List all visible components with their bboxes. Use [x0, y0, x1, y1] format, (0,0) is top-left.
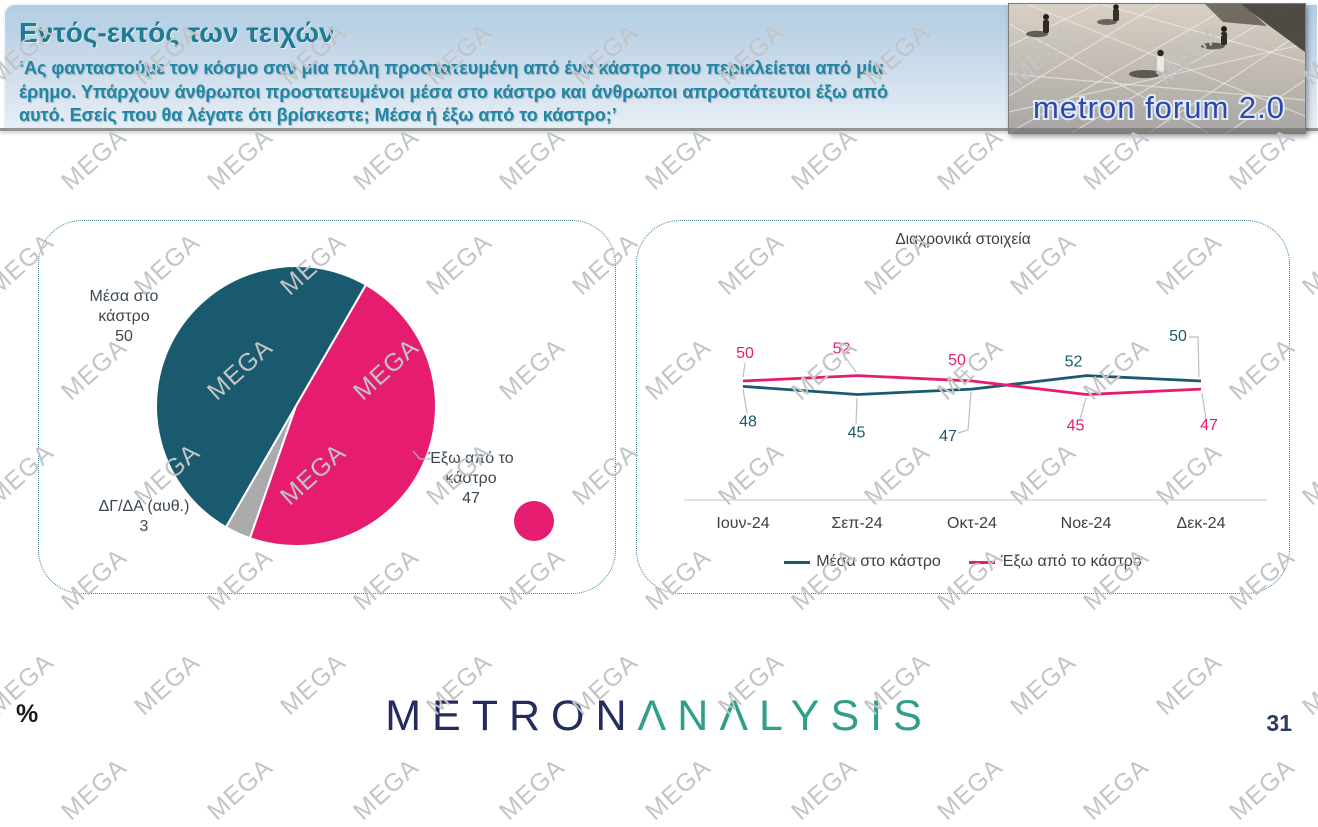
mega-watermark: MEGA	[202, 123, 279, 196]
mega-watermark: MEGA	[1297, 228, 1318, 301]
legend-item-mesa: Μέσα στο κάστρο	[784, 553, 941, 571]
metron-analysis-logo: METRONΛNΛLYSIS	[0, 692, 1318, 741]
pie-label-mesa: Μέσα στο κάστρο 50	[69, 287, 179, 347]
data-label-leader-line	[1201, 392, 1207, 420]
data-label-leader-line	[742, 362, 746, 378]
percent-note: %	[16, 700, 39, 728]
data-label: 50	[1169, 328, 1187, 345]
data-label-leader-line	[1079, 397, 1087, 420]
mega-watermark: MEGA	[1078, 753, 1155, 826]
data-label-leader-line	[960, 369, 971, 379]
data-label: 48	[739, 413, 757, 430]
series-line-0	[742, 374, 1202, 396]
data-label-leader-line	[957, 391, 972, 434]
line-chart-title: Διαχρονικά στοιχεία	[895, 231, 1031, 248]
line-chart: 48 45 47 52 50 50 52 50 45 47	[684, 328, 1267, 501]
pedestrian-figures	[1026, 4, 1274, 105]
pie-label-mesa-text: Μέσα στο κάστρο	[89, 288, 159, 325]
legend-label-exo: Έξω από το κάστρο	[1000, 553, 1142, 570]
data-label: 45	[848, 425, 866, 442]
mega-watermark: MEGA	[1297, 438, 1318, 511]
mega-watermark: MEGA	[56, 123, 133, 196]
data-label: 45	[1067, 418, 1085, 435]
mega-watermark: MEGA	[202, 753, 279, 826]
data-label-leader-line	[1189, 336, 1200, 378]
mega-watermark: MEGA	[640, 123, 717, 196]
metron-forum-logo-text: metron forum 2.0	[1033, 90, 1285, 125]
mega-watermark: MEGA	[1224, 753, 1301, 826]
mega-watermark: MEGA	[348, 753, 425, 826]
data-label-leader-line	[742, 388, 748, 414]
plaza-photo-illustration: metron forum 2.0	[1009, 4, 1305, 133]
pie-label-dgda-text: ΔΓ/ΔΑ (αυθ.)	[98, 498, 190, 515]
x-tick-jun24: Ιουν-24	[716, 515, 770, 532]
data-label: 52	[833, 341, 851, 358]
data-label: 50	[736, 345, 754, 362]
mega-watermark: MEGA	[640, 753, 717, 826]
logo-analysis: ΛNΛLYSIS	[637, 692, 933, 740]
chart-legend: Μέσα στο κάστρο Έξω από το κάστρο	[637, 553, 1289, 571]
data-label: 47	[939, 428, 957, 445]
legend-label-mesa: Μέσα στο κάστρο	[816, 553, 941, 570]
mega-watermark: MEGA	[348, 123, 425, 196]
page-number: 31	[1266, 710, 1292, 736]
pie-slice-0	[248, 283, 437, 547]
line-chart-panel: Διαχρονικά στοιχεία 48 45 47 52 50 50 52 50 45 47…	[636, 220, 1290, 594]
header-divider	[0, 128, 1318, 131]
x-tick-okt24: Οκτ-24	[947, 515, 997, 532]
mega-watermark: MEGA	[1224, 123, 1301, 196]
logo-metron: METRON	[385, 692, 638, 740]
data-label: 47	[1200, 417, 1218, 434]
data-label-leader-line	[855, 397, 858, 425]
x-tick-dek24: Δεκ-24	[1176, 515, 1226, 532]
metron-forum-logo-image: metron forum 2.0	[1008, 3, 1306, 134]
pie-chart-panel: Μέσα στο κάστρο 50 ΔΓ/ΔΑ (αυθ.) 3 Έξω απ…	[38, 220, 616, 594]
dark-paving-triangle	[1241, 4, 1305, 52]
mega-watermark: MEGA	[786, 753, 863, 826]
data-label: 50	[948, 352, 966, 369]
mega-watermark: MEGA	[932, 753, 1009, 826]
mega-watermark: MEGA	[786, 123, 863, 196]
pie-label-leader-line	[412, 450, 431, 460]
question-line-3: αυτό. Εσείς που θα λέγατε ότι βρίσκεστε;…	[19, 105, 617, 125]
dark-paving-triangle-2	[1205, 4, 1267, 26]
mega-watermark: MEGA	[494, 123, 571, 196]
pie-label-dgda: ΔΓ/ΔΑ (αυθ.) 3	[84, 497, 204, 537]
question-line-2: έρημο. Υπάρχουν άνθρωποι προστατευμένοι …	[19, 81, 888, 102]
mega-watermark: MEGA	[1078, 123, 1155, 196]
pie-label-dgda-value: 3	[139, 518, 149, 535]
legend-swatch-exo	[968, 560, 995, 564]
page-title: Εντός-εκτός των τειχών	[19, 17, 335, 48]
pie-label-mesa-value: 50	[115, 328, 133, 345]
x-tick-sep24: Σεπ-24	[831, 515, 883, 532]
pie-label-exo-text: Έξω από το κάστρο	[428, 450, 514, 487]
pie-label-exo-value: 47	[462, 490, 480, 507]
x-tick-noe24: Νοε-24	[1060, 515, 1112, 532]
data-label: 52	[1065, 354, 1083, 371]
question-line-1: ‘Ας φανταστούμε τον κόσμο σαν μία πόλη π…	[19, 58, 884, 78]
mega-watermark: MEGA	[56, 753, 133, 826]
data-label-leader-line	[845, 357, 857, 373]
legend-item-exo: Έξω από το κάστρο	[968, 553, 1142, 571]
pie-chart	[155, 265, 554, 547]
mega-watermark: MEGA	[932, 123, 1009, 196]
pie-slice-2	[155, 265, 367, 529]
mega-watermark: MEGA	[494, 753, 571, 826]
pie-label-exo: Έξω από το κάστρο 47	[421, 449, 521, 509]
question-text: ‘Ας φανταστούμε τον κόσμο σαν μία πόλη π…	[19, 57, 1019, 128]
series-line-1	[742, 374, 1202, 396]
legend-swatch-mesa	[784, 560, 811, 564]
pink-accent-dot	[514, 501, 554, 541]
